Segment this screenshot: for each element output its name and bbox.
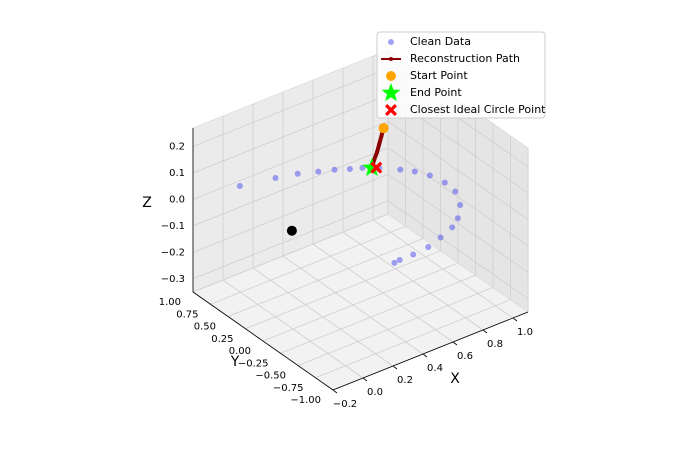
point <box>452 188 459 195</box>
grid-line <box>387 147 529 247</box>
x-tick <box>362 377 368 382</box>
y-tick-label: −0.50 <box>255 371 286 382</box>
x-tick-label: 0.6 <box>457 351 473 362</box>
point <box>331 166 338 173</box>
legend-label: Closest Ideal Circle Point <box>410 103 546 116</box>
x-tick-label: 0.0 <box>367 387 383 398</box>
grid-line <box>192 121 389 200</box>
point <box>449 224 456 231</box>
x-tick-label: 0.8 <box>487 339 503 350</box>
point <box>410 251 417 258</box>
grid-line <box>192 68 389 147</box>
grid-line <box>297 287 494 366</box>
x-tick <box>392 365 398 370</box>
x-tick <box>512 317 518 322</box>
grid-line <box>387 121 529 220</box>
point <box>437 234 444 241</box>
legend-box <box>376 31 546 119</box>
y-tick-label: 0.75 <box>176 309 198 320</box>
y-axis-label: Y <box>230 354 240 370</box>
legend-marker <box>381 83 401 102</box>
grid-line <box>387 173 529 273</box>
legend-marker <box>386 71 396 81</box>
z-tick-label: −0.1 <box>161 221 185 232</box>
grid-line <box>210 225 406 305</box>
point <box>370 161 383 174</box>
legend-label: Clean Data <box>410 35 471 48</box>
point <box>397 166 404 173</box>
point <box>359 164 366 171</box>
point <box>236 183 243 190</box>
y-tick-label: 0.50 <box>194 322 216 333</box>
x-tick-label: 0.2 <box>397 375 413 386</box>
grid-line <box>192 200 389 280</box>
point <box>362 157 382 176</box>
point <box>457 201 464 208</box>
grid-line <box>245 250 441 330</box>
grid-line <box>192 147 389 227</box>
point <box>425 243 432 250</box>
y-tick-label: 0.00 <box>229 346 251 357</box>
grid-line <box>192 173 389 253</box>
path-vertex <box>379 134 384 139</box>
x-tick-label: −0.2 <box>333 399 357 410</box>
z-tick-label: −0.3 <box>161 274 185 285</box>
path-vertex <box>375 150 379 155</box>
z-axis-label: Z <box>142 195 152 211</box>
grid-line <box>262 262 459 342</box>
y-tick-label: 0.25 <box>211 334 233 345</box>
y-tick-label: 1.00 <box>159 297 181 308</box>
grid-line <box>192 94 389 174</box>
point <box>441 179 448 186</box>
y-axis <box>192 291 334 391</box>
grid-line <box>192 213 389 293</box>
y-tick-label: −0.75 <box>273 383 304 394</box>
point <box>411 168 418 175</box>
legend-marker <box>388 39 394 45</box>
point <box>346 165 353 172</box>
legend-label: Start Point <box>410 69 468 82</box>
y-tick-label: −0.25 <box>238 358 269 369</box>
point <box>378 123 389 134</box>
z-tick-label: 0.0 <box>169 194 185 205</box>
x-tick <box>422 353 428 358</box>
x-tick-label: 1.0 <box>517 327 533 338</box>
path-vertex <box>372 157 377 162</box>
grid-line <box>280 274 476 354</box>
x-tick <box>332 389 338 394</box>
point <box>426 172 433 179</box>
grid-line <box>227 238 424 317</box>
legend-marker <box>389 57 393 61</box>
y-tick-label: −1.00 <box>290 395 321 406</box>
grid-line <box>315 299 511 379</box>
point <box>294 170 301 177</box>
point <box>272 174 279 181</box>
x-tick-label: 0.4 <box>427 363 443 374</box>
legend-label: Reconstruction Path <box>410 52 520 65</box>
point <box>396 256 403 263</box>
legend-label: End Point <box>410 86 462 99</box>
path-vertex <box>377 142 382 147</box>
point <box>286 225 297 236</box>
point <box>454 215 461 222</box>
point <box>315 168 322 175</box>
legend-marker <box>385 104 397 116</box>
z-tick-label: 0.1 <box>169 168 185 179</box>
point <box>391 259 398 266</box>
x-tick <box>482 329 488 334</box>
z-tick-label: −0.2 <box>161 247 185 258</box>
z-tick-label: 0.2 <box>169 142 185 153</box>
legend: Clean Data Reconstruction Path Start Point… <box>376 31 546 119</box>
x-tick <box>452 341 458 346</box>
x-axis-label: X <box>450 371 460 387</box>
grid-line <box>387 200 529 300</box>
x-axis <box>332 311 529 391</box>
